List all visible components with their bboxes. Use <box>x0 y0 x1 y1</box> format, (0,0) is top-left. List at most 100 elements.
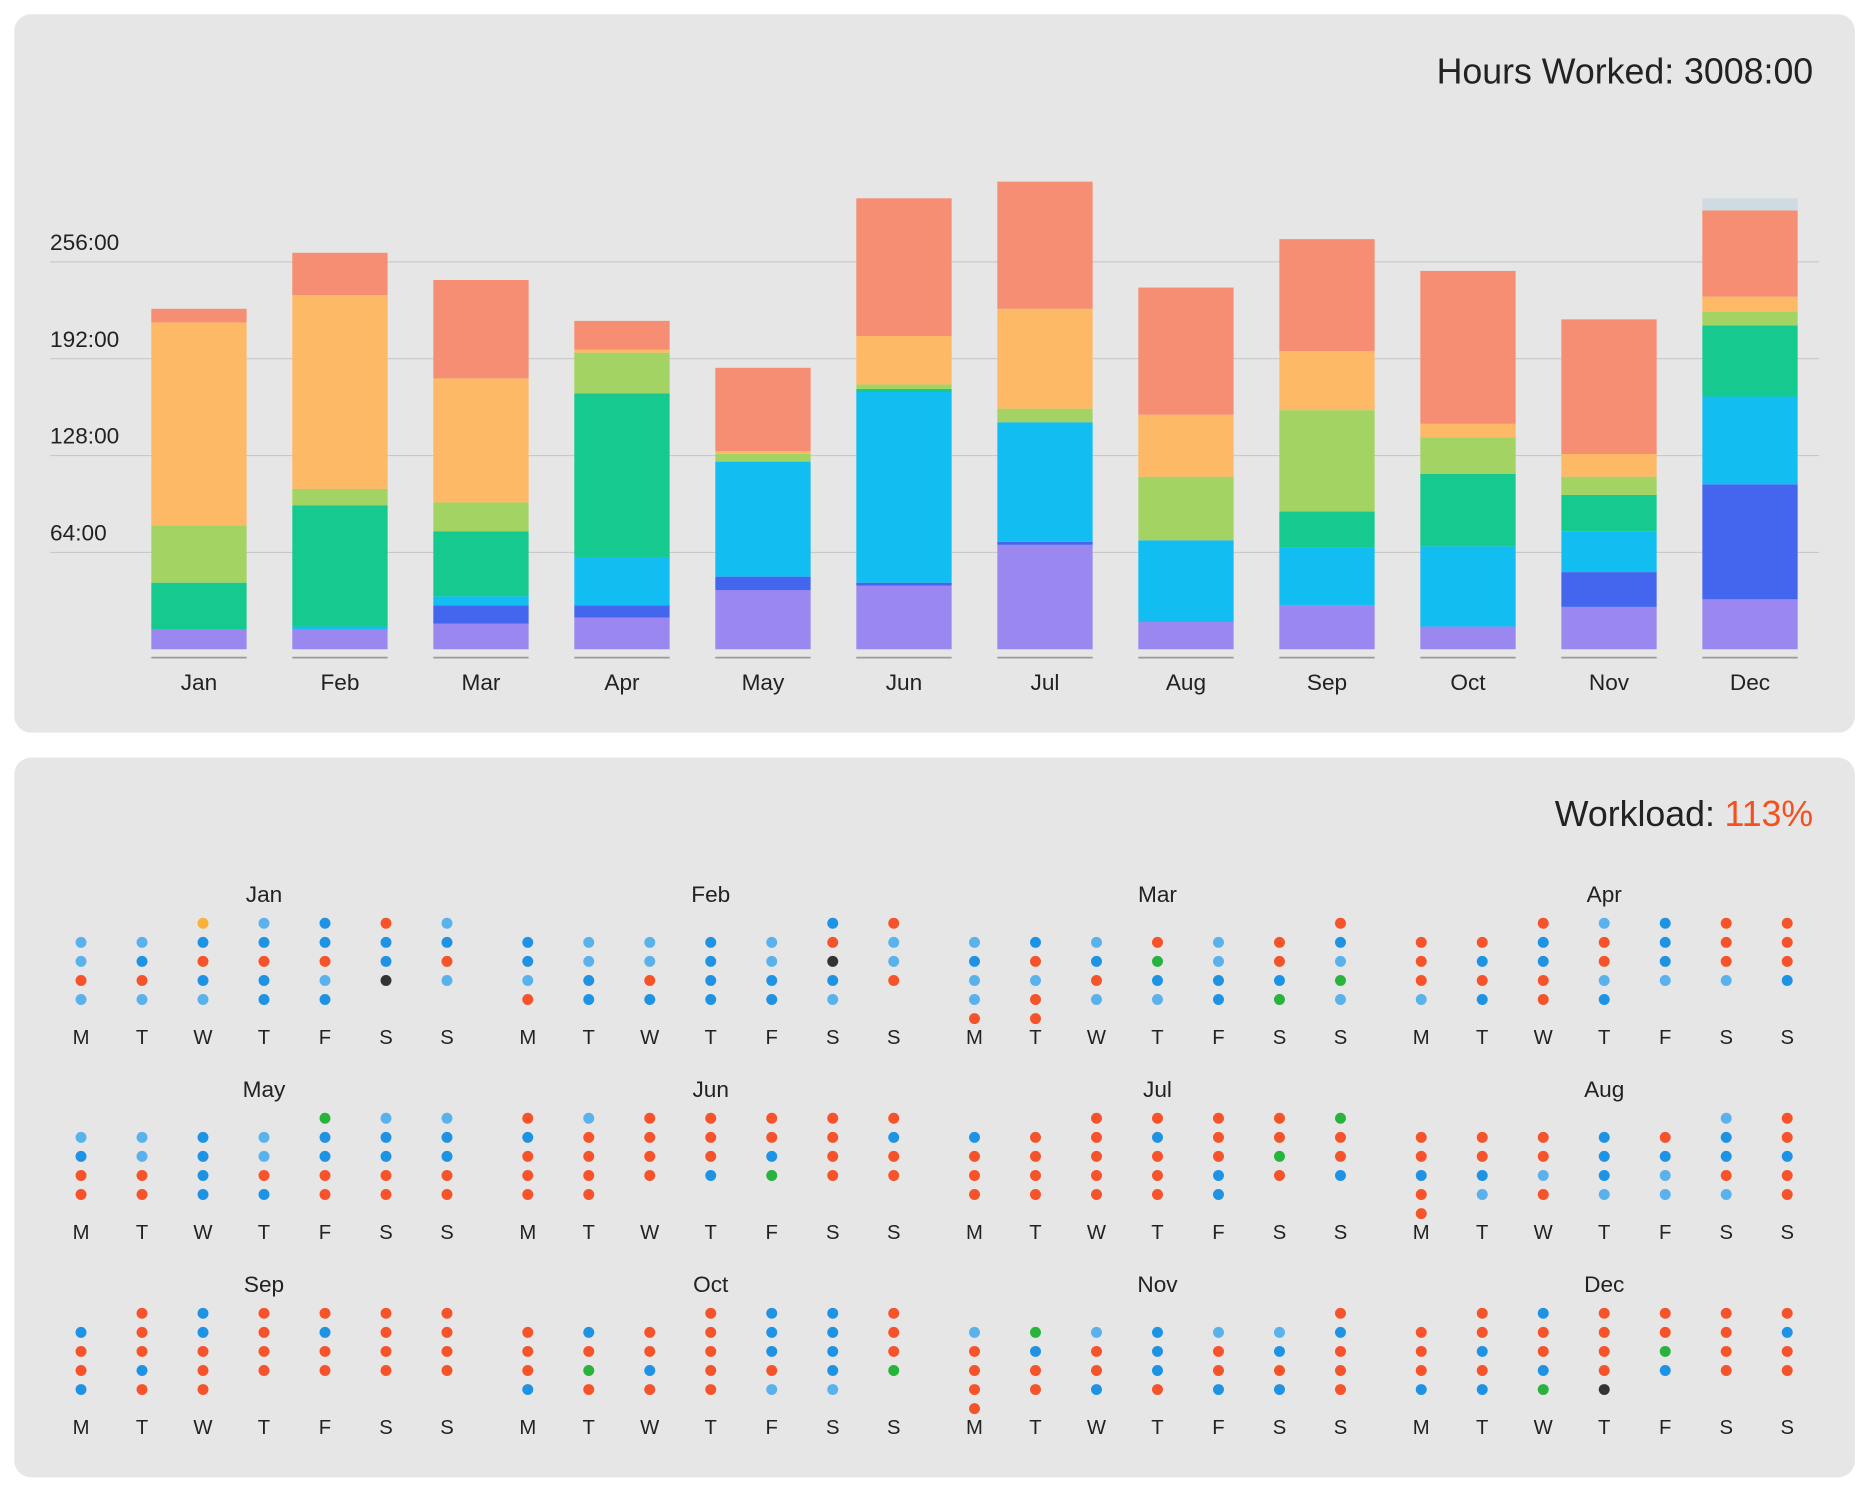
day-dot <box>1537 1365 1549 1376</box>
day-dot <box>1781 974 1793 986</box>
weekday-label: M <box>73 1222 90 1244</box>
day-dot <box>1334 1384 1346 1396</box>
day-dot <box>1030 974 1041 986</box>
day-dot <box>888 1131 900 1143</box>
bar-segment <box>997 308 1093 409</box>
weekday-label: T <box>705 1417 717 1439</box>
weekday-label: S <box>440 1222 454 1244</box>
day-dot <box>522 974 534 986</box>
day-dot <box>705 936 717 948</box>
day-dot <box>136 1345 148 1357</box>
day-dot <box>136 955 148 967</box>
day-dot <box>1720 936 1732 948</box>
day-dot <box>197 1326 209 1338</box>
day-dot <box>705 994 717 1005</box>
y-tick-label: 64:00 <box>50 521 107 546</box>
day-dot <box>644 1384 656 1396</box>
day-dot <box>1091 994 1102 1005</box>
bar-segment <box>997 181 1093 309</box>
day-dot <box>75 936 87 948</box>
bar-segment <box>997 408 1093 423</box>
day-dot <box>522 1189 534 1201</box>
day-dot <box>1030 1326 1041 1338</box>
weekday-label: M <box>1413 1222 1430 1244</box>
day-dot <box>766 994 778 1005</box>
weekday-label: F <box>1212 1027 1224 1049</box>
day-dot <box>1537 936 1549 948</box>
weekday-label: S <box>1780 1222 1794 1244</box>
day-dot <box>1030 1150 1041 1162</box>
weekday-label: T <box>136 1417 148 1439</box>
day-dot <box>644 974 656 986</box>
day-dot <box>888 1307 900 1319</box>
day-dot <box>136 1169 148 1181</box>
x-tick-label: Feb <box>320 670 359 695</box>
day-dot <box>1476 1150 1488 1162</box>
weekday-label: M <box>519 1027 536 1049</box>
day-dot <box>1152 1169 1163 1181</box>
y-tick-label: 128:00 <box>50 424 119 449</box>
day-dot <box>969 1403 980 1415</box>
day-dot <box>522 994 534 1005</box>
day-dot <box>766 1150 778 1162</box>
weekday-label: S <box>1273 1222 1287 1244</box>
day-dot <box>1598 1365 1610 1376</box>
day-dot <box>1781 1112 1793 1124</box>
day-dot <box>1213 936 1224 948</box>
day-dot <box>258 974 270 986</box>
day-dot <box>1537 1150 1549 1162</box>
day-dot <box>75 994 87 1005</box>
day-dot <box>319 1365 331 1376</box>
day-dot <box>1537 1345 1549 1357</box>
day-dot <box>766 936 778 948</box>
day-dot <box>888 1365 900 1376</box>
day-dot <box>380 1345 392 1357</box>
bar-segment <box>433 531 529 597</box>
day-dot <box>1537 1326 1549 1338</box>
day-dot <box>1091 1169 1102 1181</box>
day-dot <box>1091 974 1102 986</box>
weekday-label: S <box>826 1027 840 1049</box>
bar-segment <box>715 590 811 650</box>
weekday-label: W <box>1087 1027 1107 1049</box>
day-dot <box>827 1345 839 1357</box>
weekday-label: S <box>379 1222 393 1244</box>
bar-segment <box>574 352 670 394</box>
weekday-label: W <box>193 1222 213 1244</box>
day-dot <box>644 1112 656 1124</box>
day-dot <box>1274 994 1285 1005</box>
weekday-label: F <box>1659 1027 1671 1049</box>
weekday-label: T <box>136 1222 148 1244</box>
day-dot <box>1476 974 1488 986</box>
day-dot <box>1598 1326 1610 1338</box>
day-dot <box>969 994 980 1005</box>
weekday-label: W <box>1087 1222 1107 1244</box>
day-dot <box>1415 1208 1427 1220</box>
bar-segment <box>1702 484 1798 600</box>
day-dot <box>1030 1169 1041 1181</box>
weekday-label: W <box>1087 1417 1107 1439</box>
weekday-label: S <box>1780 1417 1794 1439</box>
day-dot <box>1091 1326 1102 1338</box>
day-dot <box>258 1169 270 1181</box>
day-dot <box>197 1169 209 1181</box>
day-dot <box>197 1150 209 1162</box>
day-dot <box>197 1307 209 1319</box>
bar-segment <box>151 582 247 630</box>
day-dot <box>1334 1112 1346 1124</box>
day-dot <box>1213 1131 1224 1143</box>
day-dot <box>75 1150 87 1162</box>
day-dot <box>258 1326 270 1338</box>
day-dot <box>1598 936 1610 948</box>
day-dot <box>1598 974 1610 986</box>
day-dot <box>1152 936 1163 948</box>
day-dot <box>197 1189 209 1201</box>
day-dot <box>1598 955 1610 967</box>
day-dot <box>766 1384 778 1396</box>
day-dot <box>1781 1307 1793 1319</box>
day-dot <box>1720 1189 1732 1201</box>
day-dot <box>1781 1169 1793 1181</box>
day-dot <box>441 1112 453 1124</box>
day-dot <box>136 1326 148 1338</box>
day-dot <box>75 1326 87 1338</box>
